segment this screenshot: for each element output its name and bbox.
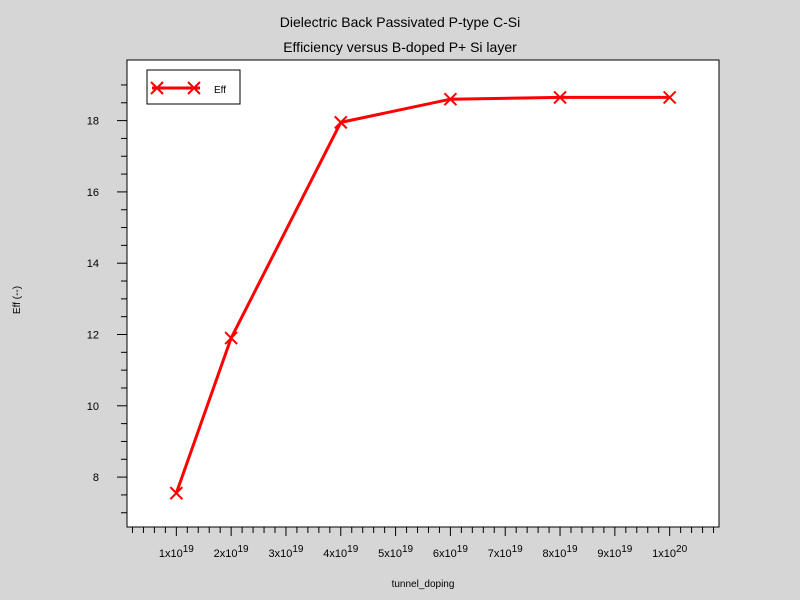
data-point-marker [334,115,348,130]
x-tick-label: 4x1019 [323,544,358,560]
chart-subtitle: Efficiency versus B-doped P+ Si layer [283,39,517,55]
series-line-eff [174,95,670,494]
data-point-marker [224,331,238,345]
series-layer [169,90,677,500]
y-tick-label: 8 [93,472,99,484]
chart-title: Dielectric Back Passivated P-type C-Si [280,14,520,30]
data-point-marker [662,90,677,105]
x-tick-label: 8x1019 [543,544,578,560]
legend-label-eff: Eff [214,85,226,96]
x-tick-label: 1x1019 [159,544,194,560]
legend-marker [150,81,164,95]
x-tick-label: 6x1019 [433,544,468,560]
y-tick-label: 16 [87,187,99,199]
legend: Eff [146,69,241,105]
y-tick-label: 12 [87,329,99,341]
x-tick-label: 1x1020 [652,544,687,560]
y-tick-label: 14 [87,258,99,270]
x-tick-label: 3x1019 [268,544,303,560]
x-axis: 1x1019 2x1019 3x1019 4x1019 5x1019 6x1019 7x10… [131,527,715,560]
y-axis-label: Eff (--) [12,286,23,314]
x-tick-label: 5x1019 [378,544,413,560]
y-axis: 8 10 12 14 16 18 [87,84,127,514]
x-axis-label: tunnel_doping [392,579,455,590]
x-tick-label: 2x1019 [214,544,249,560]
data-point-marker [443,92,458,106]
y-tick-label: 18 [87,116,99,128]
y-tick-label: 10 [87,401,99,413]
x-tick-label: 7x1019 [488,544,523,560]
plot-area [126,59,720,528]
legend-marker [187,81,201,95]
data-point-marker [553,90,567,105]
data-point-marker [169,486,184,500]
x-tick-label: 9x1019 [597,544,632,560]
